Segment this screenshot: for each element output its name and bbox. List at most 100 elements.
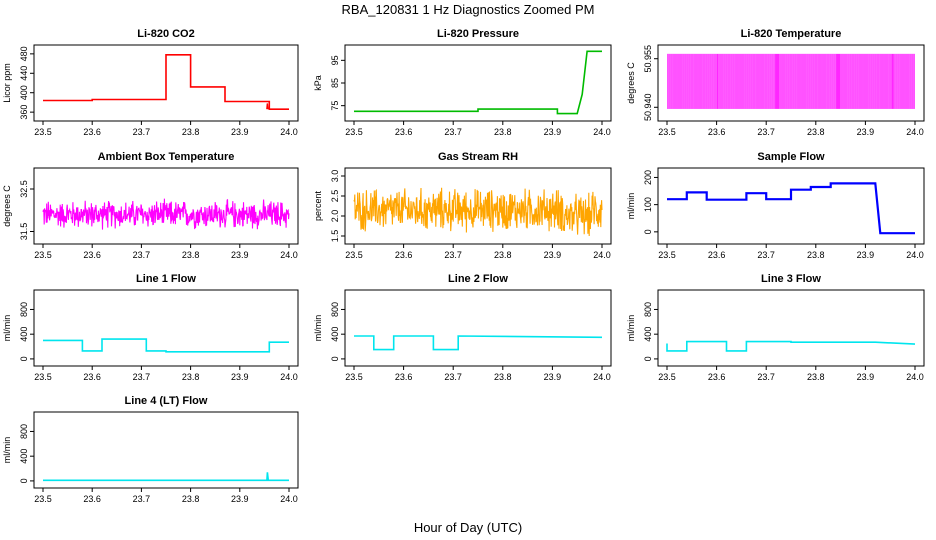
plot-box <box>344 289 612 367</box>
data-series <box>42 198 290 230</box>
panel-title: Li-820 Temperature <box>741 28 842 40</box>
y-tick-label: 2.5 <box>330 190 340 203</box>
data-series <box>354 335 603 351</box>
y-axis-label: degrees C <box>2 185 12 227</box>
x-tick-label: 23.5 <box>658 372 676 382</box>
x-tick-label: 23.9 <box>231 372 249 382</box>
x-tick-label: 23.8 <box>807 372 825 382</box>
series-line <box>42 198 290 230</box>
y-tick-label: 440 <box>19 66 29 81</box>
y-axis-label: kPa <box>313 75 323 91</box>
y-tick-label: 50.940 <box>643 94 653 122</box>
x-tick-label: 23.7 <box>133 494 151 504</box>
series-line <box>354 50 602 115</box>
plot-box <box>657 167 925 245</box>
y-tick-label: 400 <box>19 449 29 464</box>
x-tick-label: 23.6 <box>83 127 101 137</box>
x-tick-label: 23.7 <box>757 127 775 137</box>
y-tick-label: 800 <box>643 302 653 317</box>
x-tick-label: 23.5 <box>345 250 363 260</box>
plot-box <box>33 289 299 367</box>
y-axis-label: percent <box>313 190 323 221</box>
y-tick-label: 32.5 <box>19 180 29 198</box>
x-tick-label: 23.6 <box>83 250 101 260</box>
x-tick-label: 24.0 <box>906 372 924 382</box>
y-tick-label: 800 <box>19 424 29 439</box>
x-tick-label: 23.7 <box>757 250 775 260</box>
x-tick-label: 23.7 <box>444 127 462 137</box>
y-tick-label: 800 <box>19 302 29 317</box>
x-tick-label: 23.6 <box>395 127 413 137</box>
panel-title: Li-820 CO2 <box>137 28 194 40</box>
x-tick-label: 23.5 <box>658 250 676 260</box>
panel-10: Line 4 (LT) Flow ml/min 23.5 23.6 23.7 23.8 23… <box>2 395 299 504</box>
x-tick-label: 23.5 <box>345 127 363 137</box>
series-line <box>667 182 915 235</box>
data-series <box>43 472 289 482</box>
plot-box <box>657 289 925 367</box>
plot-box <box>33 411 299 489</box>
panel-5: Gas Stream RH percent 23.5 23.6 23.7 23.8 23.9… <box>313 151 612 260</box>
x-tick-label: 23.6 <box>708 250 726 260</box>
x-tick-label: 23.5 <box>345 372 363 382</box>
panel-title: Line 4 (LT) Flow <box>125 395 208 407</box>
y-tick-label: 0 <box>19 478 29 483</box>
x-tick-label: 23.6 <box>83 494 101 504</box>
x-tick-label: 23.8 <box>182 127 200 137</box>
x-tick-label: 24.0 <box>280 127 298 137</box>
x-tick-label: 23.9 <box>857 372 875 382</box>
y-tick-label: 360 <box>19 105 29 120</box>
data-series <box>666 340 916 352</box>
panel-title: Sample Flow <box>757 151 825 163</box>
data-series <box>43 54 289 110</box>
x-tick-label: 23.7 <box>133 250 151 260</box>
y-tick-label: 2.0 <box>330 210 340 223</box>
x-tick-label: 23.7 <box>133 372 151 382</box>
y-axis-label: ml/min <box>2 315 12 342</box>
x-tick-label: 23.5 <box>658 127 676 137</box>
panel-4: Ambient Box Temperature degrees C 23.5 23.6… <box>2 151 299 260</box>
panel-8: Line 2 Flow ml/min 23.5 23.6 23.7 23.8 23.9 24.… <box>313 273 612 382</box>
y-tick-label: 400 <box>19 85 29 100</box>
x-tick-label: 23.5 <box>34 372 52 382</box>
panel-title: Line 1 Flow <box>136 273 196 285</box>
x-tick-label: 23.9 <box>231 494 249 504</box>
plot-box <box>344 167 612 245</box>
temperature-band <box>667 53 915 109</box>
x-tick-label: 23.7 <box>444 372 462 382</box>
x-tick-label: 23.5 <box>34 494 52 504</box>
y-tick-label: 0 <box>330 356 340 361</box>
y-tick-label: 800 <box>330 302 340 317</box>
y-axis-label: ml/min <box>626 315 636 342</box>
x-tick-label: 23.6 <box>83 372 101 382</box>
y-axis-label: ml/min <box>626 193 636 220</box>
series-line <box>666 340 916 352</box>
y-tick-label: 95 <box>330 55 340 65</box>
y-tick-label: 31.5 <box>19 223 29 241</box>
panel-2: Li-820 Pressure kPa 23.5 23.6 23.7 23.8 23.9 24… <box>313 28 612 137</box>
panel-title: Gas Stream RH <box>438 151 518 163</box>
y-tick-label: 85 <box>330 78 340 88</box>
plot-box <box>33 44 299 122</box>
x-tick-label: 23.8 <box>807 127 825 137</box>
x-tick-label: 23.7 <box>757 372 775 382</box>
temperature-gaps <box>666 53 916 109</box>
x-tick-label: 23.7 <box>133 127 151 137</box>
x-tick-label: 23.8 <box>807 250 825 260</box>
data-series <box>666 53 916 109</box>
y-tick-label: 50.955 <box>643 45 653 73</box>
series-line <box>43 54 289 110</box>
x-tick-label: 23.9 <box>231 250 249 260</box>
x-tick-label: 23.6 <box>708 372 726 382</box>
panel-title: Line 3 Flow <box>761 273 821 285</box>
x-tick-label: 23.9 <box>857 250 875 260</box>
y-axis-label: ml/min <box>2 437 12 464</box>
y-axis-label: ml/min <box>313 315 323 342</box>
panel-title: Ambient Box Temperature <box>98 151 235 163</box>
y-tick-label: 1.5 <box>330 230 340 243</box>
data-series <box>354 50 602 115</box>
co2-spike <box>266 103 269 110</box>
y-tick-label: 400 <box>330 327 340 342</box>
data-series <box>43 338 289 353</box>
x-tick-label: 23.7 <box>444 250 462 260</box>
